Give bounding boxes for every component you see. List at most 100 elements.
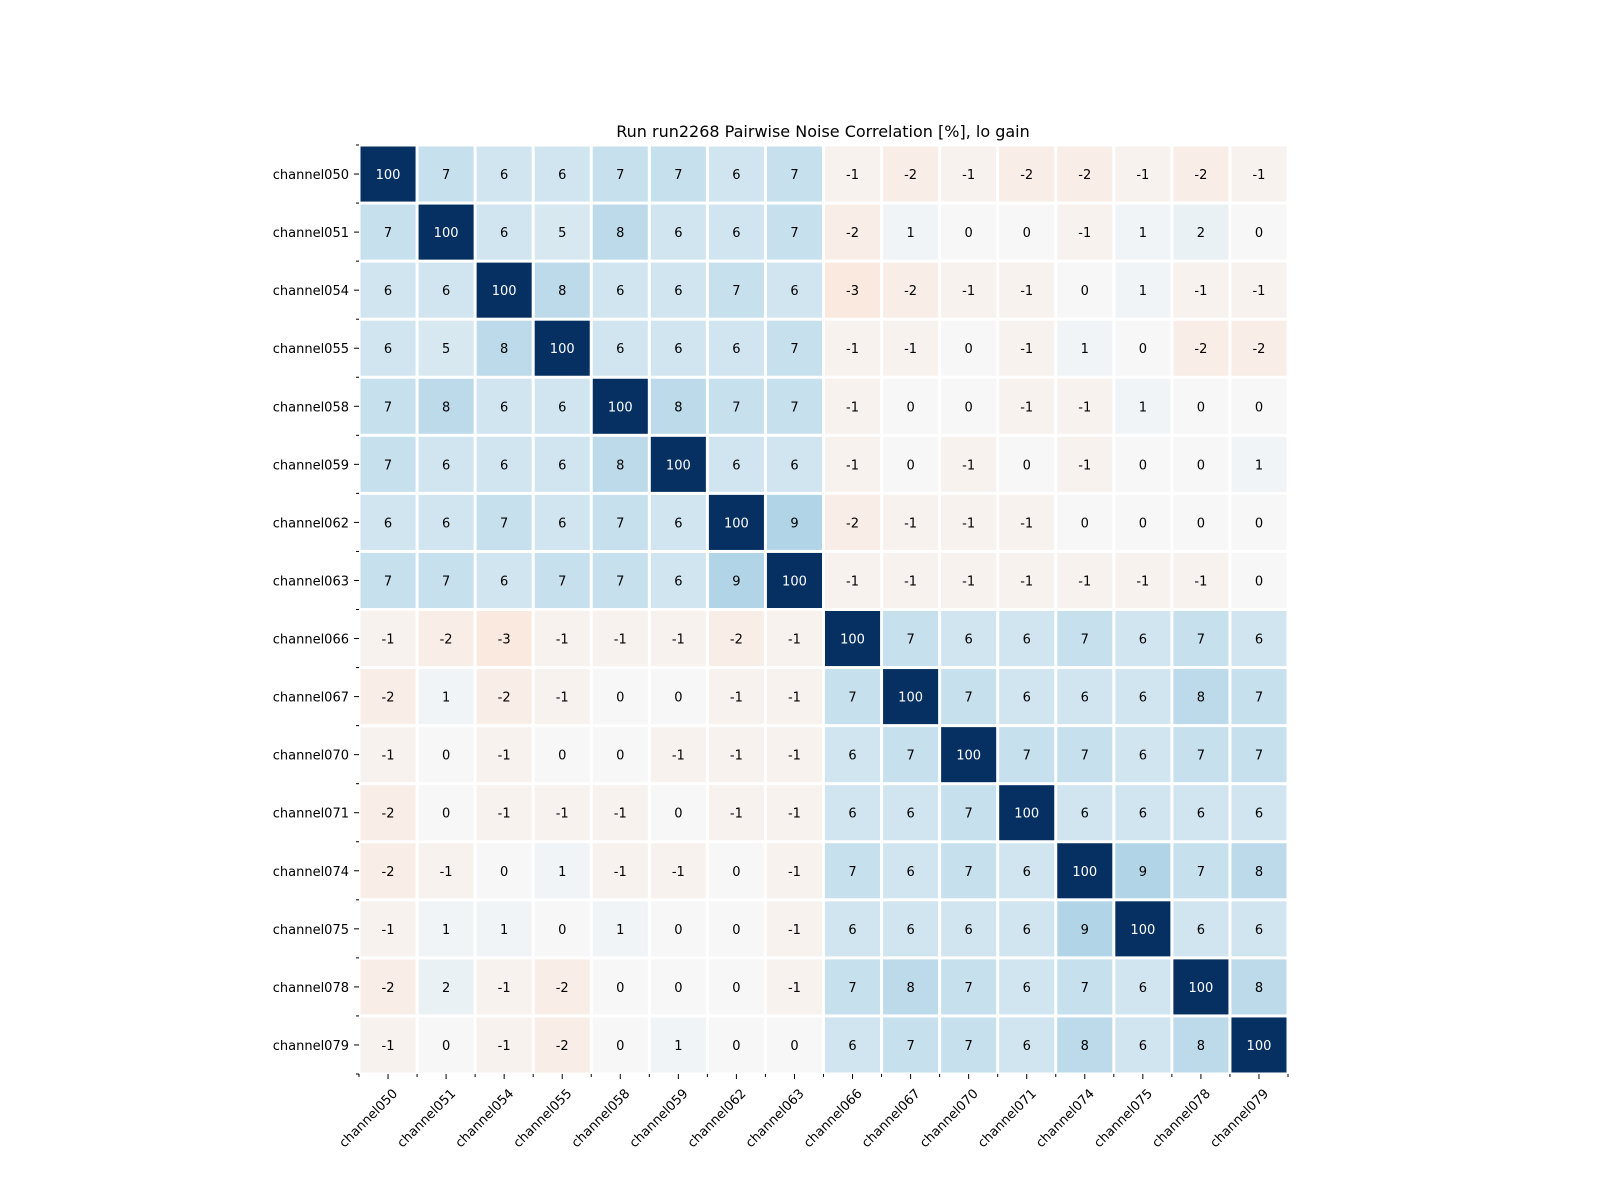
- cell-value-label: 7: [732, 400, 740, 415]
- cell-value-label: 0: [1081, 516, 1089, 531]
- cell-value-label: 6: [1081, 691, 1089, 706]
- cell-value-label: -1: [672, 749, 685, 764]
- cell-value-label: 0: [616, 1039, 624, 1054]
- cell-value-label: 6: [558, 168, 566, 183]
- cell-value-label: 0: [732, 923, 740, 938]
- cell-value-label: 6: [1255, 633, 1263, 648]
- heatmap-cell: [883, 611, 939, 667]
- heatmap-cell: [650, 494, 706, 550]
- heatmap-cell: [418, 611, 474, 667]
- heatmap-cell: [592, 669, 648, 725]
- cell-value-label: 6: [732, 342, 740, 357]
- heatmap-cell: [1173, 785, 1229, 841]
- cell-value-label: -1: [788, 633, 801, 648]
- heatmap-cell: [1231, 901, 1287, 957]
- heatmap-cell: [534, 262, 590, 318]
- cell-value-label: 0: [1197, 400, 1205, 415]
- heatmap-cell: [1173, 378, 1229, 434]
- heatmap-cell: [708, 1017, 764, 1073]
- heatmap-cell: [766, 320, 822, 376]
- heatmap-cell: [1231, 436, 1287, 492]
- cell-value-label: 6: [500, 574, 508, 589]
- heatmap-cell: [766, 262, 822, 318]
- heatmap-cell: [941, 204, 997, 260]
- heatmap-cell: [1173, 320, 1229, 376]
- heatmap-cell: [999, 959, 1055, 1015]
- cell-value-label: 7: [616, 516, 624, 531]
- cell-value-label: 7: [965, 691, 973, 706]
- cell-value-label: -1: [498, 807, 511, 822]
- heatmap-cell: [708, 146, 764, 202]
- heatmap-cell: [825, 1017, 881, 1073]
- y-tick-label: channel051: [273, 226, 349, 241]
- cell-value-label: -2: [730, 633, 743, 648]
- cell-value-label: 1: [558, 865, 566, 880]
- cell-value-label: 6: [384, 284, 392, 299]
- y-tick-label: channel079: [273, 1039, 349, 1054]
- heatmap-cell: [883, 1017, 939, 1073]
- cell-value-label: -1: [846, 342, 859, 357]
- cell-value-label: 6: [1023, 691, 1031, 706]
- cell-value-label: 0: [965, 342, 973, 357]
- cell-value-label: -2: [904, 284, 917, 299]
- cell-value-label: 6: [442, 458, 450, 473]
- cell-value-label: -2: [904, 168, 917, 183]
- cell-value-label: 7: [790, 226, 798, 241]
- heatmap-cell: [534, 669, 590, 725]
- cell-value-label: 0: [616, 981, 624, 996]
- cell-value-label: -1: [788, 981, 801, 996]
- cell-value-label: -2: [1194, 342, 1207, 357]
- heatmap-cell: [825, 320, 881, 376]
- cell-value-label: -1: [1078, 400, 1091, 415]
- heatmap-cell: [592, 959, 648, 1015]
- heatmap-cell: [1115, 436, 1171, 492]
- cell-value-label: 0: [500, 865, 508, 880]
- cell-value-label: 6: [442, 516, 450, 531]
- heatmap-cell: [592, 494, 648, 550]
- heatmap-cell: [1231, 552, 1287, 608]
- cell-value-label: 6: [848, 749, 856, 764]
- heatmap-cell: [534, 901, 590, 957]
- heatmap-cell: [1057, 1017, 1113, 1073]
- cell-value-label: 6: [1139, 691, 1147, 706]
- heatmap-cell: [708, 436, 764, 492]
- cell-value-label: 7: [906, 749, 914, 764]
- heatmap-cell: [825, 262, 881, 318]
- cell-value-label: 7: [1081, 633, 1089, 648]
- cell-value-label: -2: [382, 865, 395, 880]
- cell-value-label: -1: [382, 1039, 395, 1054]
- cell-value-label: 2: [1197, 226, 1205, 241]
- heatmap-cell: [650, 843, 706, 899]
- cell-value-label: -1: [498, 1039, 511, 1054]
- heatmap-cell: [999, 785, 1055, 841]
- cell-value-label: -1: [904, 574, 917, 589]
- cell-value-label: -1: [1252, 168, 1265, 183]
- heatmap-cell: [999, 262, 1055, 318]
- heatmap-cell: [418, 262, 474, 318]
- heatmap-cell: [941, 1017, 997, 1073]
- cell-value-label: -2: [440, 633, 453, 648]
- cell-value-label: 0: [1255, 400, 1263, 415]
- cell-value-label: 6: [1023, 865, 1031, 880]
- heatmap-cell: [650, 204, 706, 260]
- cell-value-label: 6: [906, 923, 914, 938]
- cell-value-label: 100: [492, 284, 517, 299]
- heatmap-cell: [418, 320, 474, 376]
- cell-value-label: -1: [556, 807, 569, 822]
- cell-value-label: -2: [1252, 342, 1265, 357]
- cell-value-label: -1: [1020, 516, 1033, 531]
- heatmap-cell: [825, 959, 881, 1015]
- y-tick-label: channel055: [273, 342, 349, 357]
- heatmap-cell: [825, 727, 881, 783]
- heatmap-cell: [766, 669, 822, 725]
- cell-value-label: 6: [965, 633, 973, 648]
- cell-value-label: 0: [674, 807, 682, 822]
- heatmap-cell: [1231, 320, 1287, 376]
- heatmap-cell: [1057, 378, 1113, 434]
- heatmap-cell: [650, 378, 706, 434]
- cell-value-label: 7: [384, 458, 392, 473]
- cell-value-label: 7: [1197, 633, 1205, 648]
- cell-value-label: 6: [558, 400, 566, 415]
- cell-value-label: -1: [498, 981, 511, 996]
- cell-value-label: -1: [904, 342, 917, 357]
